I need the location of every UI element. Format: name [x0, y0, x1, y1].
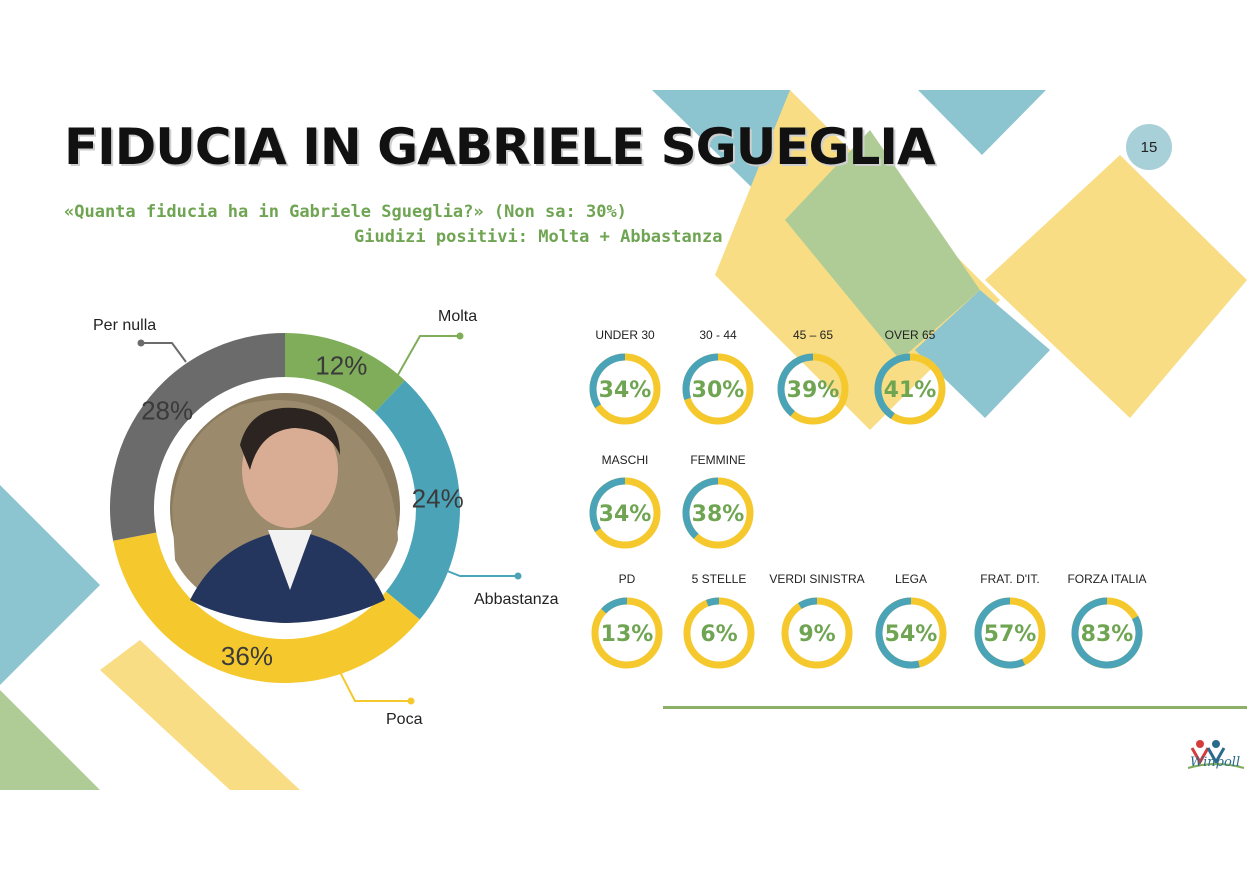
donut-value-label-abbastanza: 24% [412, 483, 464, 513]
winpoll-logo [1187, 740, 1245, 769]
main-donut-labels: 12% 24% 36% 28% Molta Abbastanza Poca Per nulla [93, 308, 559, 728]
donut-slice-poca [113, 532, 420, 683]
segment-donut-positive-arc [797, 597, 818, 610]
callout-dot-poca [407, 697, 415, 705]
deco-yellow-diamond-right [985, 155, 1247, 418]
segment-donut-positive-arc [682, 477, 719, 539]
segment-donut-value: 54% [885, 622, 938, 647]
segment-donut-label: OVER 65 [885, 328, 936, 342]
segment-donut-forza-italia: 83% FORZA ITALIA [1067, 572, 1147, 669]
segment-donut-value: 34% [599, 502, 652, 527]
callout-line-per-nulla [141, 342, 187, 363]
segment-donut-label: UNDER 30 [595, 328, 655, 342]
segment-donut-positive-arc [589, 477, 626, 533]
donut-value-label-poca: 36% [221, 641, 273, 671]
segment-donut-positive-arc [1071, 597, 1143, 669]
segment-donut-value: 39% [787, 378, 840, 403]
segment-donut-positive-arc [601, 597, 628, 614]
deco-teal-triangle-small [918, 90, 1046, 155]
segment-donut-positive-arc [777, 353, 814, 417]
segment-donut-label: VERDI SINISTRA [769, 572, 864, 586]
segment-donut-femmine: 38% FEMMINE [682, 453, 754, 549]
segment-donut-frat-d-it: 57% FRAT. D'IT. [974, 572, 1046, 669]
positive-judgments-caption: Giudizi positivi: Molta + Abbastanza [354, 227, 723, 247]
deco-teal-diamond [915, 290, 1050, 418]
donut-value-label-molta: 12% [315, 351, 367, 381]
segment-donut-label: 30 - 44 [699, 328, 737, 342]
divider-line [663, 706, 1247, 709]
donut-slice-abbastanza [374, 380, 460, 620]
segment-donut-lega: 54% LEGA [875, 572, 947, 669]
callout-dot-molta [456, 332, 464, 340]
category-label-molta: Molta [438, 308, 477, 325]
deco-green-triangle-left [0, 690, 100, 790]
deco-teal-triangle-left [0, 485, 100, 685]
logo-text: Winpoll [1190, 755, 1241, 770]
page-title: FIDUCIA IN GABRIELE SGUEGLIA [64, 118, 936, 176]
segment-donut-value: 83% [1081, 622, 1134, 647]
segment-donut-positive-arc [874, 353, 911, 419]
segment-donut-label: MASCHI [602, 453, 649, 467]
segment-donut-positive-arc [589, 353, 626, 409]
segment-donut-maschi: 34% MASCHI [589, 453, 661, 549]
segment-donut-value: 38% [692, 502, 745, 527]
segment-donut-verdi-sinistra: 9% VERDI SINISTRA [769, 572, 865, 669]
segment-donut-positive-arc [875, 597, 920, 669]
segment-donut-value: 9% [798, 622, 835, 647]
page-number-badge: 15 [1126, 124, 1172, 170]
donut-slice-molta [284, 333, 405, 413]
segment-donut-label: 45 – 65 [793, 328, 833, 342]
segment-donut-label: 5 STELLE [692, 572, 747, 586]
main-donut-segments [110, 333, 460, 683]
segment-donut-over-65: 41% OVER 65 [874, 328, 946, 425]
segment-donut-positive-arc [682, 353, 719, 400]
segment-donut-label: LEGA [895, 572, 927, 586]
segment-donut-label: FORZA ITALIA [1067, 572, 1146, 586]
category-label-abbastanza: Abbastanza [474, 591, 559, 608]
category-label-per-nulla: Per nulla [93, 317, 156, 334]
callout-dot-per-nulla [137, 339, 145, 347]
donut-value-label-per-nulla: 28% [141, 395, 193, 425]
question-text: «Quanta fiducia ha in Gabriele Sgueglia?… [64, 202, 627, 222]
segment-donut-positive-arc [974, 597, 1026, 669]
segment-donut-under-30: 34% UNDER 30 [589, 328, 661, 425]
callout-line-abbastanza [431, 564, 518, 577]
deco-yellow-band-left [100, 640, 300, 790]
segment-donut-label: FEMMINE [690, 453, 745, 467]
segment-donut-value: 57% [984, 622, 1037, 647]
donut-slice-per-nulla [110, 333, 286, 541]
segment-donut-value: 34% [599, 378, 652, 403]
category-label-poca: Poca [386, 711, 423, 728]
segment-donut-5-stelle: 6% 5 STELLE [683, 572, 755, 669]
segment-donut-30-44: 30% 30 - 44 [682, 328, 754, 425]
segment-donut-pd: 13% PD [591, 572, 663, 669]
segment-donut-positive-arc [705, 597, 720, 607]
segment-donut-value: 41% [884, 378, 937, 403]
segment-donut-label: FRAT. D'IT. [980, 572, 1039, 586]
callout-dot-abbastanza [514, 572, 522, 580]
deco-green-diamond [785, 130, 980, 360]
segment-donut-value: 13% [601, 622, 654, 647]
segment-donut-45-65: 39% 45 – 65 [777, 328, 849, 425]
callout-line-poca [339, 671, 411, 702]
callout-line-molta [394, 335, 460, 381]
segment-donut-label: PD [619, 572, 636, 586]
segment-donut-value: 30% [692, 378, 745, 403]
portrait-photo [157, 380, 413, 636]
segment-donut-value: 6% [700, 622, 737, 647]
